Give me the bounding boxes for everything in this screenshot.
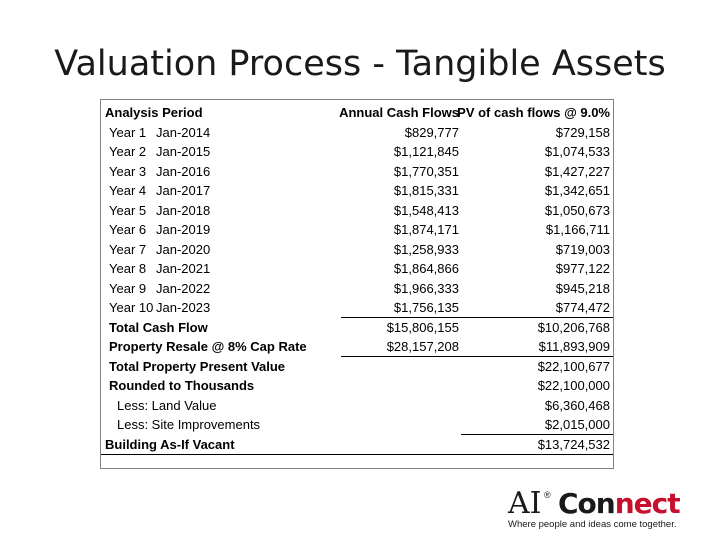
table-row-rounded: Rounded to Thousands $22,100,000 xyxy=(101,376,613,396)
annual-value: $1,815,331 xyxy=(393,183,459,198)
year-date: Jan-2016 xyxy=(156,163,211,179)
pv-value: $13,724,532 xyxy=(537,436,610,452)
table-row: Year 1 Jan-2014 $829,777 $729,158 xyxy=(101,123,613,143)
subtotal-rule-pv xyxy=(459,316,613,318)
annual-value: $1,756,135 xyxy=(393,300,459,315)
year-label: Year 2 xyxy=(109,144,147,159)
year-label: Year 1 xyxy=(109,124,147,140)
annual-value: $1,258,933 xyxy=(393,241,459,257)
year-label: Year 3 xyxy=(109,163,147,179)
logo-registered-mark: ® xyxy=(544,490,551,500)
pv-value: $1,166,711 xyxy=(545,222,610,237)
less-label: Less: Site Improvements xyxy=(117,417,261,432)
table-row: Year 9 Jan-2022 $1,966,333 $945,218 xyxy=(101,279,613,299)
pv-value: $6,360,468 xyxy=(544,397,610,413)
resale-rule-pv xyxy=(459,355,613,357)
header-analysis-period: Analysis Period xyxy=(105,105,203,120)
summary-label: Property Resale @ 8% Cap Rate xyxy=(109,339,307,354)
header-annual-cash-flows: Annual Cash Flows xyxy=(339,105,459,120)
logo-nect: nect xyxy=(614,487,681,520)
slide-title: Valuation Process - Tangible Assets xyxy=(54,44,666,84)
final-rule-pv xyxy=(461,433,613,435)
logo-con: Con xyxy=(558,487,616,520)
pv-value: $10,206,768 xyxy=(537,319,610,335)
header-pv-cash-flows: PV of cash flows @ 9.0% xyxy=(457,105,610,120)
year-label: Year 6 xyxy=(109,222,147,237)
table-row-total-present-value: Total Property Present Value $22,100,677 xyxy=(101,357,613,377)
valuation-table: Analysis Period Annual Cash Flows PV of … xyxy=(100,99,614,469)
year-label: Year 7 xyxy=(109,241,147,257)
table-row: Year 3 Jan-2016 $1,770,351 $1,427,227 xyxy=(101,162,613,182)
annual-value: $1,548,413 xyxy=(393,202,459,218)
pv-value: $11,893,909 xyxy=(538,339,610,354)
subtotal-rule-annual xyxy=(341,316,459,318)
pv-value: $977,122 xyxy=(555,261,610,276)
annual-value: $1,874,171 xyxy=(393,222,459,237)
pv-value: $1,342,651 xyxy=(544,183,610,198)
year-date: Jan-2019 xyxy=(156,222,211,237)
year-date: Jan-2017 xyxy=(156,183,211,198)
table-row-less-land: Less: Land Value $6,360,468 xyxy=(101,396,613,416)
pv-value: $1,050,673 xyxy=(544,202,610,218)
logo-tagline: Where people and ideas come together. xyxy=(508,519,677,530)
less-label: Less: Land Value xyxy=(117,397,217,413)
pv-value: $2,015,000 xyxy=(544,417,610,432)
pv-value: $719,003 xyxy=(555,241,610,257)
annual-value: $1,864,866 xyxy=(393,261,459,276)
year-date: Jan-2015 xyxy=(156,144,211,159)
table-row: Year 2 Jan-2015 $1,121,845 $1,074,533 xyxy=(101,142,613,162)
final-label: Building As-If Vacant xyxy=(105,436,235,452)
pv-value: $729,158 xyxy=(555,124,610,140)
logo-ai: AI xyxy=(508,486,542,521)
annual-value: $829,777 xyxy=(404,124,459,140)
table-row: Year 5 Jan-2018 $1,548,413 $1,050,673 xyxy=(101,201,613,221)
table-row: Year 8 Jan-2021 $1,864,866 $977,122 xyxy=(101,259,613,279)
year-date: Jan-2014 xyxy=(156,124,211,140)
annual-value: $28,157,208 xyxy=(386,339,459,354)
summary-label: Rounded to Thousands xyxy=(109,378,255,393)
table-row: Year 10 Jan-2023 $1,756,135 $774,472 xyxy=(101,298,613,318)
annual-value: $1,770,351 xyxy=(393,163,459,179)
annual-value: $1,966,333 xyxy=(393,280,459,296)
table-row: Year 6 Jan-2019 $1,874,171 $1,166,711 xyxy=(101,220,613,240)
pv-value: $22,100,677 xyxy=(537,358,610,374)
pv-value: $774,472 xyxy=(555,300,610,315)
table-row-less-site: Less: Site Improvements $2,015,000 xyxy=(101,415,613,435)
table-header-row: Analysis Period Annual Cash Flows PV of … xyxy=(101,103,613,123)
table-row: Year 4 Jan-2017 $1,815,331 $1,342,651 xyxy=(101,181,613,201)
year-date: Jan-2023 xyxy=(156,300,211,315)
annual-value: $1,121,845 xyxy=(393,144,459,159)
summary-label: Total Cash Flow xyxy=(109,319,208,335)
annual-value: $15,806,155 xyxy=(386,319,459,335)
table-row-property-resale: Property Resale @ 8% Cap Rate $28,157,20… xyxy=(101,337,613,357)
pv-value: $22,100,000 xyxy=(537,378,610,393)
year-label: Year 4 xyxy=(109,183,147,198)
year-date: Jan-2022 xyxy=(156,280,211,296)
year-date: Jan-2021 xyxy=(156,261,211,276)
year-label: Year 8 xyxy=(109,261,147,276)
table-row-total-cash-flow: Total Cash Flow $15,806,155 $10,206,768 xyxy=(101,318,613,338)
pv-value: $1,427,227 xyxy=(544,163,610,179)
table-row: Year 7 Jan-2020 $1,258,933 $719,003 xyxy=(101,240,613,260)
year-date: Jan-2020 xyxy=(156,241,211,257)
table-bottom-rule xyxy=(101,453,613,455)
logo-connect: Connect xyxy=(558,487,681,520)
pv-value: $1,074,533 xyxy=(544,144,610,159)
year-label: Year 9 xyxy=(109,280,147,296)
ai-connect-logo: AI ® Connect Where people and ideas come… xyxy=(508,488,708,538)
resale-rule-annual xyxy=(341,355,459,357)
year-label: Year 10 xyxy=(109,300,154,315)
year-label: Year 5 xyxy=(109,202,147,218)
year-date: Jan-2018 xyxy=(156,202,211,218)
pv-value: $945,218 xyxy=(555,280,610,296)
table-row-building-vacant: Building As-If Vacant $13,724,532 xyxy=(101,435,613,455)
summary-label: Total Property Present Value xyxy=(109,358,286,374)
